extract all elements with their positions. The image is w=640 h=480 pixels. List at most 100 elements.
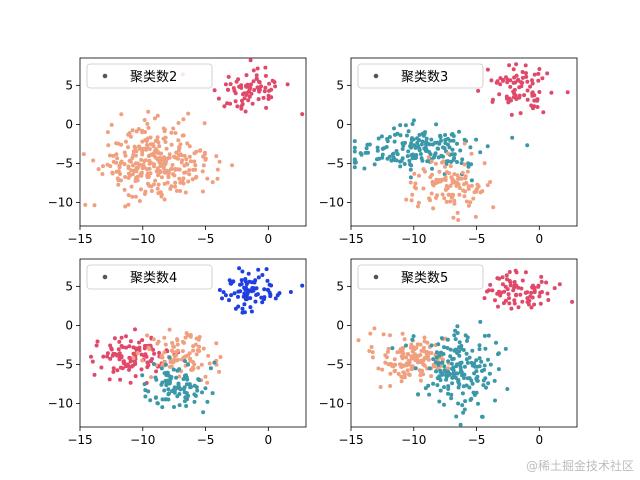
data-point-salmon	[452, 172, 457, 177]
data-point-salmon	[171, 172, 175, 176]
data-point-red	[242, 96, 247, 101]
data-point-teal	[410, 122, 415, 126]
data-point-salmon	[423, 169, 427, 174]
y-tick-label: −5	[326, 156, 344, 170]
data-point-red	[498, 76, 503, 81]
y-tick-label: −5	[55, 156, 73, 170]
data-point-salmon	[468, 200, 473, 205]
data-point-blue	[265, 287, 270, 292]
data-point-teal	[455, 141, 459, 146]
data-point-teal	[449, 392, 454, 397]
data-point-salmon	[132, 144, 137, 149]
data-point-red	[154, 369, 159, 374]
data-point-red	[105, 354, 110, 359]
data-point-teal	[212, 360, 217, 365]
data-point-teal	[473, 364, 478, 369]
data-point-red	[121, 359, 126, 364]
data-point-blue	[256, 275, 261, 280]
data-point-salmon	[419, 348, 424, 353]
data-point-salmon	[126, 145, 130, 150]
data-point-teal	[184, 391, 189, 396]
data-point-salmon	[418, 369, 423, 374]
data-point-teal	[468, 145, 473, 150]
data-point-salmon	[210, 180, 215, 185]
data-point-salmon	[181, 340, 186, 345]
data-point-blue	[260, 273, 265, 277]
data-point-red	[249, 82, 253, 87]
data-point-teal	[450, 147, 455, 152]
data-point-salmon	[147, 153, 152, 158]
data-point-salmon	[192, 362, 197, 367]
data-point-red	[115, 368, 120, 373]
data-point-teal	[477, 347, 482, 352]
data-point-blue	[244, 282, 249, 287]
data-point-salmon	[465, 169, 470, 174]
data-point-salmon	[457, 186, 462, 190]
data-point-salmon	[448, 183, 453, 188]
data-point-teal	[375, 148, 380, 153]
data-point-teal	[525, 143, 530, 148]
data-point-salmon	[392, 357, 397, 362]
data-point-teal	[458, 148, 463, 153]
data-point-red	[512, 301, 517, 306]
data-point-blue	[242, 291, 247, 296]
data-point-red	[233, 91, 238, 96]
data-point-red	[523, 290, 528, 295]
data-point-blue	[268, 294, 273, 299]
data-point-teal	[454, 414, 459, 419]
data-point-salmon	[203, 374, 208, 379]
data-point-salmon	[142, 192, 147, 196]
data-point-salmon	[215, 167, 220, 172]
data-point-teal	[166, 387, 171, 392]
data-point-red	[228, 101, 233, 106]
data-point-salmon	[181, 117, 186, 122]
data-point-salmon	[137, 199, 142, 203]
data-point-salmon	[91, 158, 96, 163]
data-point-red	[257, 79, 261, 84]
data-point-salmon	[145, 145, 150, 150]
data-point-salmon	[383, 360, 388, 365]
data-point-salmon	[404, 363, 409, 368]
data-point-salmon	[191, 344, 196, 349]
data-point-teal	[404, 343, 408, 348]
data-point-teal	[435, 146, 440, 151]
data-point-salmon	[148, 142, 153, 147]
data-point-salmon	[158, 169, 162, 173]
data-point-salmon	[133, 194, 138, 199]
data-point-teal	[400, 141, 405, 146]
data-point-red	[255, 66, 260, 71]
legend-box	[86, 264, 213, 290]
data-point-red	[498, 82, 503, 87]
data-point-teal	[457, 345, 462, 350]
data-point-teal	[466, 164, 471, 169]
data-point-salmon	[126, 202, 131, 207]
data-point-red	[119, 344, 124, 348]
data-point-salmon	[159, 194, 164, 199]
data-point-red	[222, 104, 227, 109]
data-point-salmon	[429, 351, 434, 355]
data-point-salmon	[440, 192, 445, 197]
data-point-red	[248, 85, 253, 90]
data-point-blue	[255, 292, 260, 297]
data-point-salmon	[114, 141, 119, 146]
y-tick-label: −5	[55, 357, 73, 371]
data-point-teal	[389, 158, 394, 163]
y-tick-label: 0	[336, 117, 344, 131]
data-point-teal	[189, 384, 193, 389]
data-point-red	[539, 274, 544, 279]
scatter-points	[356, 268, 575, 427]
data-point-salmon	[134, 169, 139, 174]
data-point-salmon	[435, 193, 439, 198]
data-point-teal	[494, 340, 498, 345]
data-point-salmon	[488, 180, 493, 184]
data-point-red	[500, 282, 505, 287]
data-point-teal	[434, 122, 439, 127]
data-point-red	[512, 280, 517, 284]
data-point-salmon	[202, 150, 207, 155]
data-point-teal	[184, 382, 189, 387]
data-point-red	[225, 87, 230, 92]
data-point-teal	[394, 149, 399, 153]
data-point-blue	[265, 278, 270, 283]
data-point-salmon	[401, 370, 406, 375]
data-point-salmon	[178, 189, 183, 193]
